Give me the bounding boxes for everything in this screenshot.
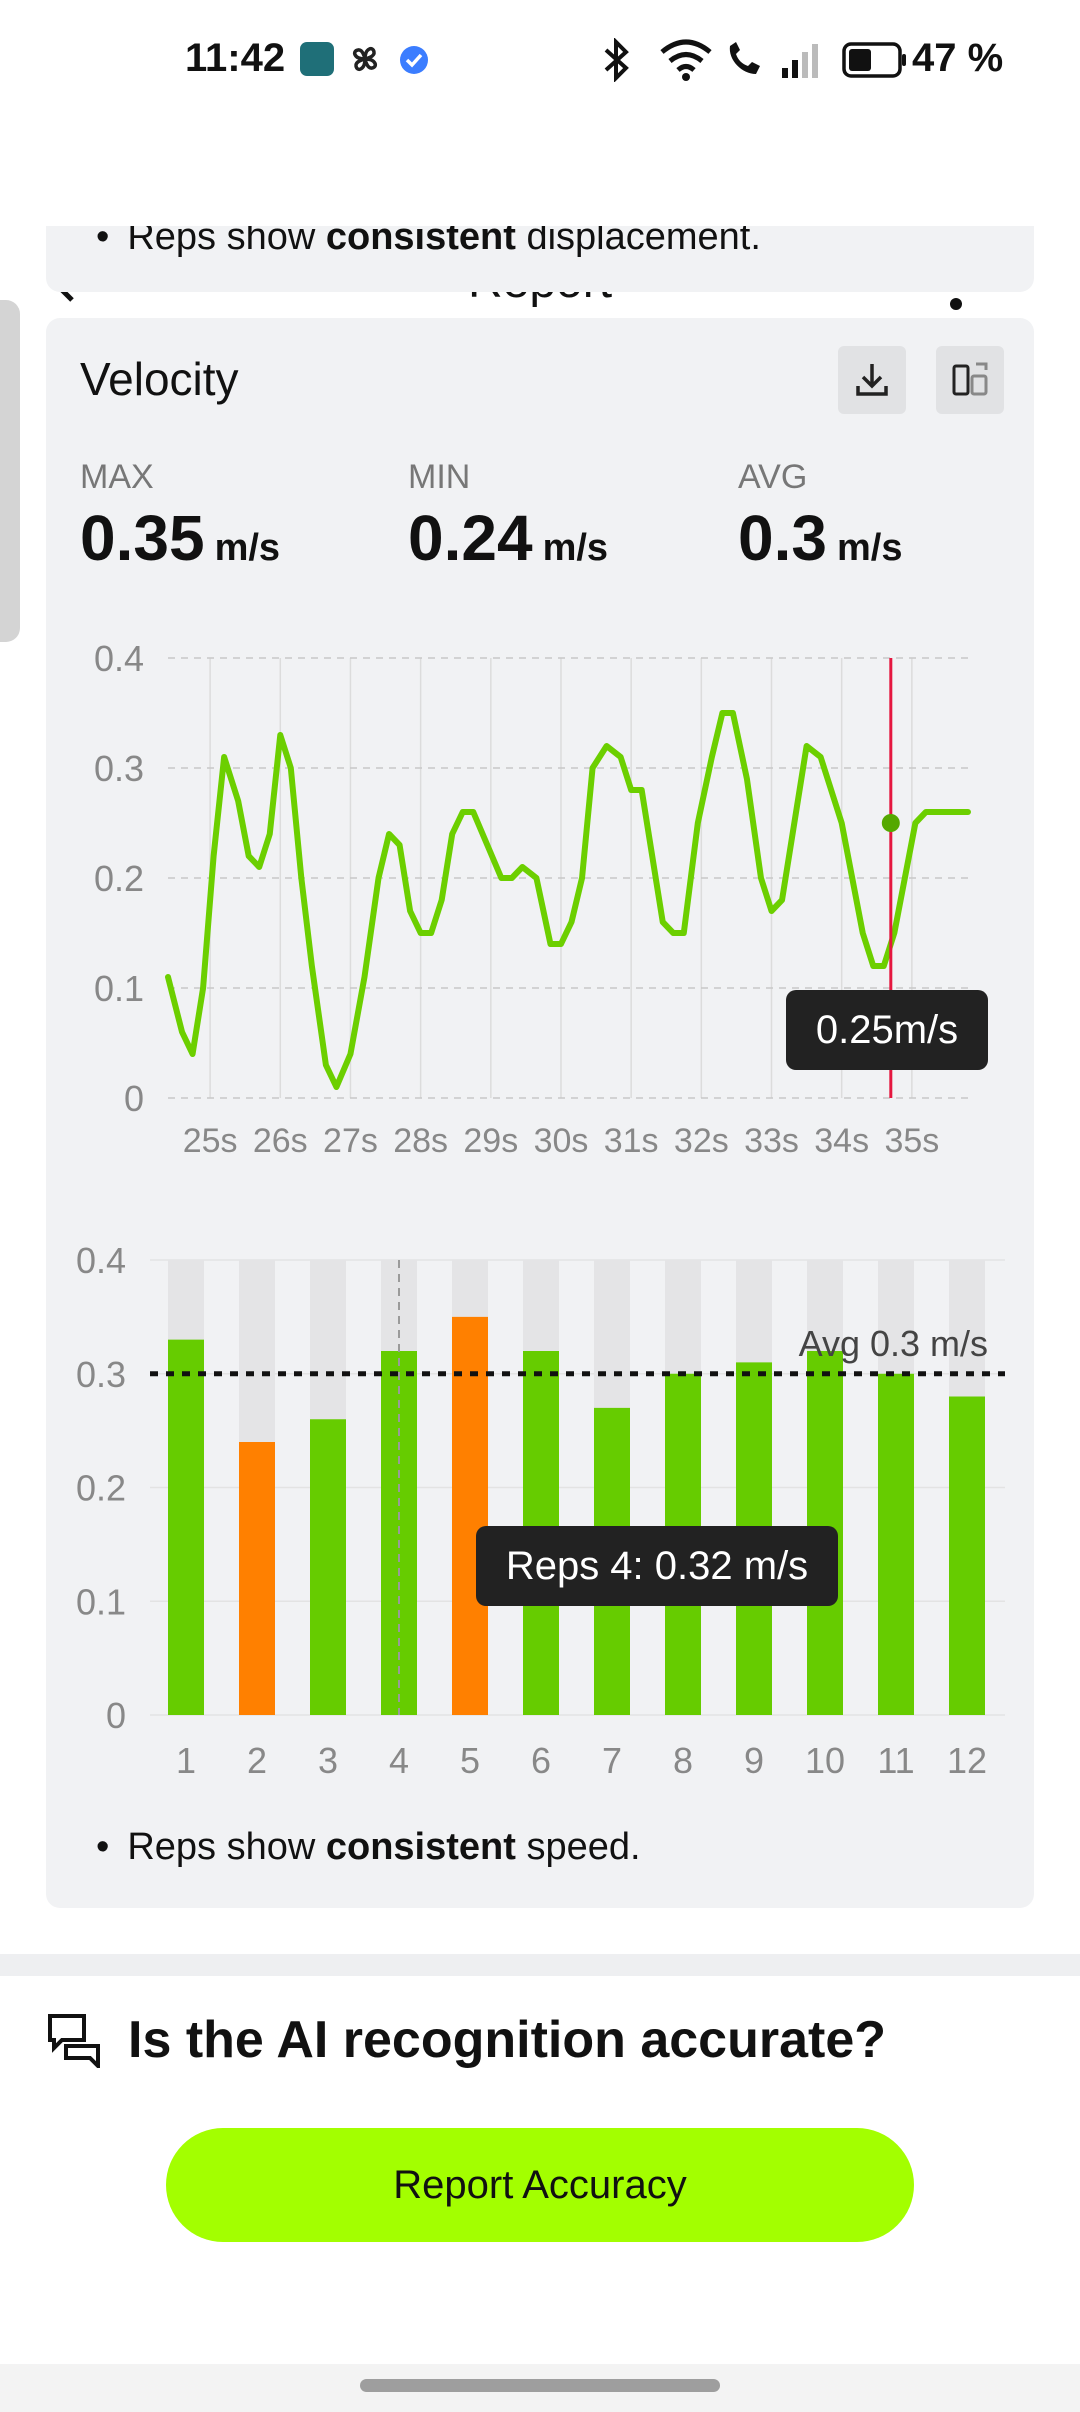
stat-avg: AVG 0.3 m/s: [738, 458, 902, 575]
average-label: Avg 0.3 m/s: [799, 1323, 988, 1364]
stat-max: MAX 0.35 m/s: [80, 458, 280, 575]
stat-min-label: MIN: [408, 458, 471, 496]
pinwheel-icon: [352, 46, 378, 72]
x-tick-label: 32s: [674, 1122, 729, 1160]
x-tick-label: 12: [947, 1740, 987, 1781]
x-tick-label: 29s: [463, 1122, 518, 1160]
feedback-question: Is the AI recognition accurate?: [128, 2011, 887, 2069]
x-tick-label: 8: [673, 1740, 693, 1781]
stat-min-unit: m/s: [542, 527, 609, 569]
x-tick-label: 30s: [534, 1122, 589, 1160]
stat-max-value: 0.35: [80, 502, 205, 574]
displacement-card: • Reps show consistent displacement.: [46, 226, 1034, 292]
x-tick-label: 25s: [183, 1122, 238, 1160]
x-tick-label: 28s: [393, 1122, 448, 1160]
section-divider: [0, 1954, 1080, 1976]
x-tick-label: 10: [805, 1740, 845, 1781]
velocity-note: • Reps show consistent speed.: [96, 1826, 641, 1868]
stat-avg-value: 0.3: [738, 502, 827, 574]
y-tick-label: 0.3: [94, 748, 144, 789]
rep-bar: [452, 1316, 488, 1715]
rep-bar: [949, 1396, 985, 1715]
photos-app-icon: [300, 42, 334, 76]
battery-percent: 47 %: [912, 36, 1004, 80]
x-tick-label: 31s: [604, 1122, 659, 1160]
x-tick-label: 26s: [253, 1122, 308, 1160]
report-accuracy-button[interactable]: Report Accuracy: [166, 2128, 914, 2242]
rep-bar: [239, 1442, 275, 1715]
y-tick-label: 0.4: [76, 1240, 126, 1281]
cursor-point: [881, 814, 900, 832]
download-icon: [856, 364, 888, 396]
bluetooth-icon: [604, 38, 629, 82]
x-tick-label: 2: [247, 1740, 267, 1781]
velocity-line-chart[interactable]: 0.4 0.3 0.2 0.1 0 25s 26s 27s 28s 29s 30s 31s 32s 33s…: [0, 620, 1080, 1180]
y-tick-label: 0.1: [94, 968, 144, 1009]
x-tick-label: 3: [318, 1740, 338, 1781]
signal-icon: [782, 44, 818, 78]
x-tick-label: 11: [877, 1740, 914, 1781]
rep-bar: [878, 1373, 914, 1715]
wifi-calling-icon: [729, 42, 760, 74]
y-tick-label: 0.2: [94, 858, 144, 899]
stat-avg-label: AVG: [738, 458, 808, 496]
download-button[interactable]: [838, 346, 906, 414]
home-indicator[interactable]: [360, 2379, 720, 2392]
rep-bar: [168, 1339, 204, 1715]
side-drawer-handle[interactable]: [0, 300, 20, 642]
velocity-title: Velocity: [80, 353, 239, 405]
x-tick-label: 35s: [884, 1122, 939, 1160]
stat-max-unit: m/s: [214, 527, 281, 569]
verified-badge-icon: [400, 46, 428, 74]
x-tick-label: 9: [744, 1740, 764, 1781]
x-tick-label: 27s: [323, 1122, 378, 1160]
stat-avg-unit: m/s: [836, 527, 903, 569]
x-tick-label: 6: [531, 1740, 551, 1781]
status-bar: 11:42 47 %: [0, 0, 1080, 120]
status-time: 11:42: [185, 36, 286, 80]
stat-max-label: MAX: [80, 458, 154, 496]
stat-min: MIN 0.24 m/s: [408, 458, 608, 575]
battery-icon: [842, 42, 906, 78]
y-tick-label: 0.2: [76, 1468, 126, 1509]
chat-bubbles-icon: [48, 2014, 100, 2068]
x-tick-label: 5: [460, 1740, 480, 1781]
x-tick-label: 1: [176, 1740, 196, 1781]
wifi-icon: [660, 39, 712, 81]
x-tick-label: 4: [389, 1740, 409, 1781]
displacement-note: • Reps show consistent displacement.: [96, 226, 761, 258]
x-tick-label: 34s: [814, 1122, 869, 1160]
bar-chart-tooltip: Reps 4: 0.32 m/s: [476, 1526, 838, 1606]
x-tick-label: 33s: [744, 1122, 799, 1160]
stat-min-value: 0.24: [408, 502, 533, 574]
y-tick-label: 0.4: [94, 638, 144, 679]
rep-bar: [310, 1419, 346, 1715]
y-tick-label: 0: [124, 1078, 144, 1119]
y-tick-label: 0.3: [76, 1354, 126, 1395]
rotate-screen-icon: [952, 362, 988, 396]
y-tick-label: 0.1: [76, 1581, 126, 1622]
app-header: Report: [0, 120, 1080, 310]
y-tick-label: 0: [106, 1695, 126, 1736]
x-tick-label: 7: [602, 1740, 622, 1781]
line-chart-tooltip: 0.25m/s: [786, 990, 988, 1070]
velocity-series-line: [165, 710, 971, 1090]
rotate-view-button[interactable]: [936, 346, 1004, 414]
